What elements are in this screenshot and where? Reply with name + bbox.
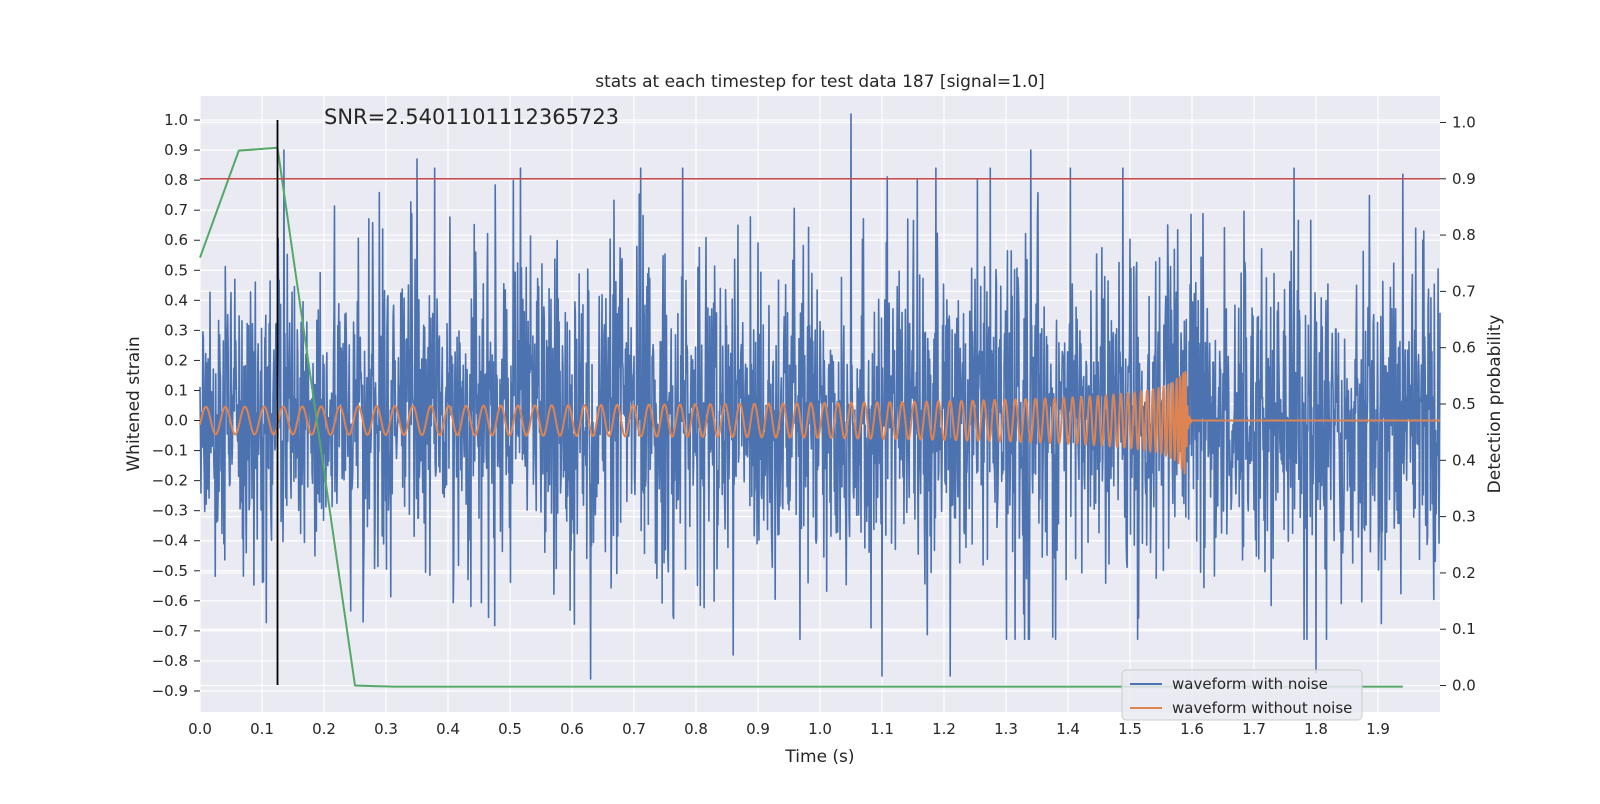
series-waveform-without-noise [199, 370, 1441, 475]
snr-annotation: SNR=2.5401101112365723 [324, 105, 619, 129]
y2-tick-label: 0.0 [1452, 677, 1476, 695]
x-tick-label: 0.5 [498, 720, 522, 738]
y2-tick-label: 0.4 [1452, 451, 1476, 469]
y-axis-label: Whitened strain [124, 336, 144, 471]
x-tick-label: 1.6 [1180, 720, 1204, 738]
y2-tick-label: 0.3 [1452, 508, 1476, 526]
y2-tick-label: 0.1 [1452, 620, 1476, 638]
y-tick-label: 0.7 [164, 201, 188, 219]
x-tick-label: 1.0 [808, 720, 832, 738]
y-tick-label: 1.0 [164, 111, 188, 129]
x-tick-label: 1.7 [1242, 720, 1266, 738]
y-tick-label: 0.5 [164, 261, 188, 279]
y-tick-label: −0.2 [152, 472, 188, 490]
y2-tick-label: 0.8 [1452, 226, 1476, 244]
x-tick-label: 1.4 [1056, 720, 1080, 738]
y-tick-label: 0.4 [164, 291, 188, 309]
x-tick-label: 1.2 [932, 720, 956, 738]
y2-tick-label: 0.6 [1452, 339, 1476, 357]
y2-tick-label: 1.0 [1452, 113, 1476, 131]
x-tick-label: 0.1 [250, 720, 274, 738]
y2-tick-label: 0.2 [1452, 564, 1476, 582]
y-tick-label: 0.3 [164, 321, 188, 339]
legend-box [1121, 669, 1363, 721]
y2-tick-label: 0.7 [1452, 282, 1476, 300]
tick-labels: 0.0 0.1 0.2 0.3 0.4 0.5 0.6 0.7 0.8 0.9 1.0 1.1 1.2 1… [152, 111, 1476, 738]
y-tick-label: 0.8 [164, 171, 188, 189]
y-tick-label: 0.0 [164, 412, 188, 430]
x-tick-label: 1.3 [994, 720, 1018, 738]
x-tick-label: 0.6 [560, 720, 584, 738]
x-tick-label: 0.3 [374, 720, 398, 738]
legend-label-noise: waveform with noise [1172, 675, 1328, 693]
x-tick-label: 1.9 [1366, 720, 1390, 738]
x-tick-label: 0.7 [622, 720, 646, 738]
y-tick-label: −0.7 [152, 622, 188, 640]
y2-axis-label: Detection probability [1485, 315, 1505, 494]
x-tick-label: 1.1 [870, 720, 894, 738]
x-tick-label: 1.8 [1304, 720, 1328, 738]
x-tick-label: 1.5 [1118, 720, 1142, 738]
y-tick-label: −0.3 [152, 502, 188, 520]
x-tick-label: 0.8 [684, 720, 708, 738]
reference-lines [200, 120, 1440, 685]
x-tick-label: 0.0 [188, 720, 212, 738]
y2-tick-label: 0.5 [1452, 395, 1476, 413]
y-tick-label: −0.5 [152, 562, 188, 580]
y-tick-label: −0.9 [152, 682, 188, 700]
x-tick-label: 0.4 [436, 720, 460, 738]
x-axis-label: Time (s) [784, 747, 854, 767]
y2-tick-label: 0.9 [1452, 170, 1476, 188]
y-tick-label: 0.1 [164, 381, 188, 399]
y-tick-label: −0.6 [152, 592, 188, 610]
legend-label-clean: waveform without noise [1172, 699, 1352, 717]
y-tick-label: −0.4 [152, 532, 188, 550]
y-tick-label: 0.9 [164, 141, 188, 159]
x-tick-label: 0.2 [312, 720, 336, 738]
y-tick-label: −0.8 [152, 652, 188, 670]
x-tick-label: 0.9 [746, 720, 770, 738]
y-tick-label: −0.1 [152, 442, 188, 460]
series-waveform-with-noise [199, 113, 1441, 680]
y-tick-label: 0.2 [164, 351, 188, 369]
chart-title: stats at each timestep for test data 187… [595, 72, 1045, 92]
y-tick-label: 0.6 [164, 231, 188, 249]
legend: waveform with noise waveform without noi… [1121, 669, 1363, 721]
